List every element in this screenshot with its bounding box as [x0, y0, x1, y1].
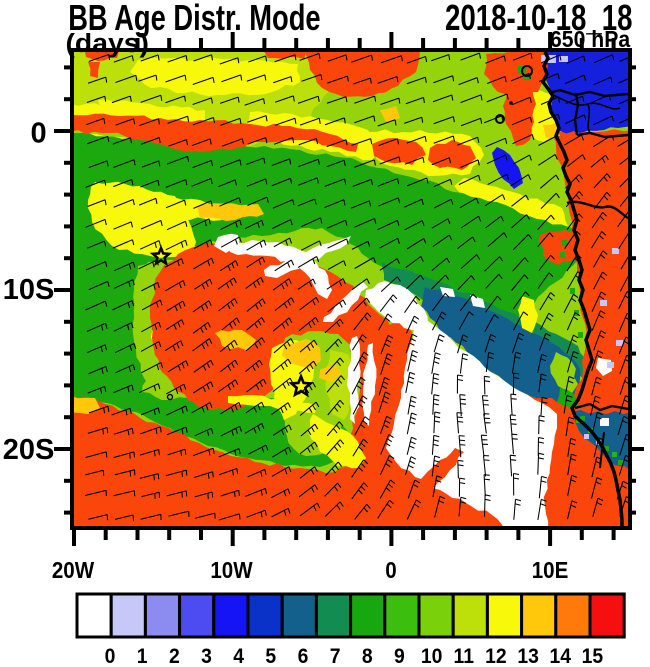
svg-text:0: 0	[30, 118, 46, 150]
svg-text:12: 12	[485, 644, 507, 667]
svg-text:11: 11	[454, 644, 474, 667]
svg-text:BB Age Distr. Mode: BB Age Distr. Mode	[68, 0, 320, 38]
svg-text:10W: 10W	[210, 557, 252, 584]
svg-text:1: 1	[137, 644, 148, 667]
svg-text:20W: 20W	[52, 557, 94, 584]
svg-text:3: 3	[201, 644, 212, 667]
svg-text:2018-10-18_18: 2018-10-18_18	[445, 0, 632, 38]
svg-text:9: 9	[394, 644, 405, 667]
svg-text:15: 15	[582, 644, 604, 667]
svg-text:5: 5	[265, 644, 276, 667]
svg-text:10: 10	[421, 644, 443, 667]
svg-text:20S: 20S	[3, 434, 55, 466]
svg-text:6: 6	[298, 644, 309, 667]
svg-text:650 hPa: 650 hPa	[550, 26, 631, 52]
svg-text:13: 13	[517, 644, 539, 667]
svg-text:10S: 10S	[3, 274, 55, 306]
svg-text:0: 0	[105, 644, 116, 667]
svg-text:2: 2	[169, 644, 180, 667]
svg-text:8: 8	[362, 644, 373, 667]
svg-text:(days): (days)	[66, 28, 149, 58]
svg-text:0: 0	[385, 557, 396, 584]
svg-text:7: 7	[330, 644, 341, 667]
svg-text:10E: 10E	[532, 557, 569, 584]
svg-text:14: 14	[549, 644, 571, 667]
svg-text:4: 4	[233, 644, 244, 667]
